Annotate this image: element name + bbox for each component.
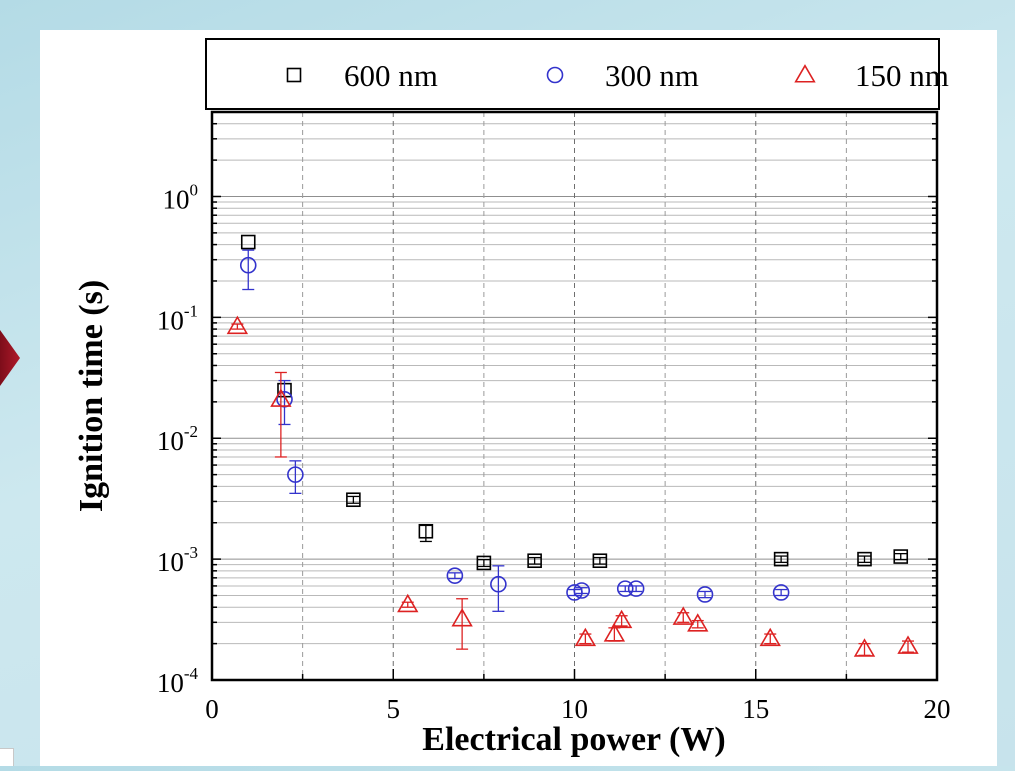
x-axis-title: Electrical power (W)	[422, 721, 725, 758]
square-marker	[240, 234, 256, 250]
triangle-marker	[451, 608, 473, 627]
circle-marker	[573, 582, 591, 599]
triangle-marker	[397, 593, 419, 613]
triangle-marker	[610, 609, 633, 629]
circle-marker	[627, 580, 645, 597]
triangle-marker	[687, 613, 709, 632]
x-tick-label: 10	[561, 694, 588, 724]
square-marker	[857, 551, 872, 567]
x-tick-label: 0	[205, 694, 219, 724]
triangle-marker	[603, 623, 626, 642]
circle-marker	[616, 580, 634, 597]
circle-marker	[239, 256, 257, 274]
x-tick-label: 15	[742, 694, 769, 724]
series-circle	[239, 249, 790, 612]
y-tick-label: 100	[163, 180, 199, 214]
legend-label: 600 nm	[344, 58, 438, 93]
square-marker	[346, 492, 361, 508]
x-tick-label: 5	[387, 694, 401, 724]
y-tick-label: 10-1	[157, 301, 198, 335]
legend-entry: 150 nm	[794, 58, 949, 93]
circle-marker	[446, 567, 464, 584]
grid-lines	[212, 111, 937, 681]
x-tick-label: 20	[924, 694, 951, 724]
triangle-marker	[270, 388, 292, 407]
triangle-marker	[672, 606, 694, 625]
series-square	[240, 234, 909, 571]
square-marker	[592, 553, 608, 569]
square-marker	[286, 67, 302, 83]
slide-arrow-decoration	[0, 330, 20, 386]
figure-panel: 600 nm 300 nm 150 nm 0 5 10 15 20 10-4 10-3 10-2 1…	[40, 30, 997, 766]
legend-entry: 300 nm	[546, 58, 699, 93]
triangle-marker	[853, 638, 876, 657]
circle-marker	[490, 575, 507, 593]
legend-entry: 600 nm	[286, 58, 438, 93]
y-tick-label: 10-3	[157, 543, 198, 577]
data-marks	[226, 234, 919, 657]
legend-frame	[205, 38, 940, 110]
circle-marker	[287, 466, 304, 483]
series-triangle	[226, 315, 919, 657]
corner-decoration	[0, 748, 14, 766]
square-marker	[418, 523, 434, 539]
square-marker	[476, 555, 492, 571]
triangle-marker	[759, 627, 781, 647]
y-tick-label: 10-4	[157, 664, 199, 698]
circle-marker	[546, 66, 564, 84]
tick-labels: 0 5 10 15 20 10-4 10-3 10-2 10-1 100	[157, 180, 951, 724]
triangle-marker	[794, 64, 816, 83]
circle-marker	[772, 584, 790, 601]
square-marker	[527, 553, 542, 569]
triangle-marker	[574, 627, 597, 647]
legend-label: 150 nm	[855, 58, 949, 93]
square-marker	[893, 549, 909, 564]
y-axis-title: Ignition time (s)	[73, 280, 110, 512]
square-marker	[773, 551, 789, 567]
triangle-marker	[226, 315, 249, 335]
legend: 600 nm 300 nm 150 nm	[205, 38, 949, 110]
circle-marker	[696, 586, 714, 603]
axis-ticks	[211, 111, 938, 681]
y-tick-label: 10-2	[157, 422, 198, 456]
legend-label: 300 nm	[605, 58, 699, 93]
triangle-marker	[897, 635, 919, 654]
scatter-chart: 600 nm 300 nm 150 nm 0 5 10 15 20 10-4 10-3 10-2 1…	[73, 38, 951, 758]
